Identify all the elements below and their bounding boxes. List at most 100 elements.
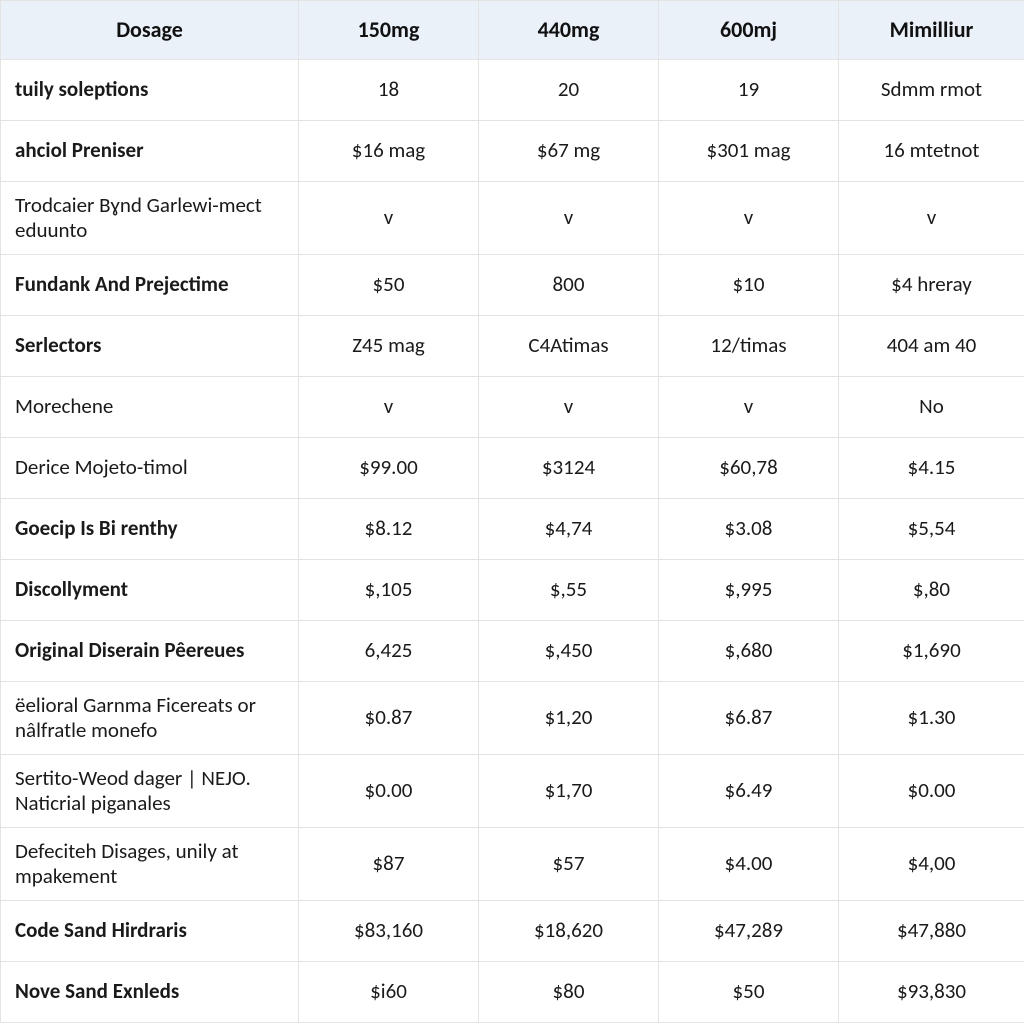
table-cell: $,55 [479,560,659,621]
table-cell: $1,70 [479,755,659,828]
check-icon: v [384,207,394,228]
table-body: tuily soleptions182019Sdmm rmotahciol Pr… [1,60,1024,1023]
table-cell: $80 [479,962,659,1023]
dosage-comparison-table: Dosage 150mg 440mg 600mj Mimilliur tuily… [0,0,1024,1023]
check-icon: v [744,396,754,417]
table-cell: Z45 mag [299,316,479,377]
table-cell: $0.00 [839,755,1024,828]
table-cell: $60,78 [659,438,839,499]
row-label: tuily soleptions [1,60,299,121]
check-icon: v [564,207,574,228]
table-row: ëelioral Garnma Ficereats ornâlfratle mo… [1,682,1024,755]
table-cell: Sdmm rmot [839,60,1024,121]
table-cell: $,995 [659,560,839,621]
row-label: Original Diserain Pêereues [1,621,299,682]
table-cell: 20 [479,60,659,121]
table-cell: 19 [659,60,839,121]
row-label: Goecip Is Bi renthy [1,499,299,560]
row-label: Derice Mojeto-timol [1,438,299,499]
col-header-440mg: 440mg [479,1,659,60]
table-cell: v [659,182,839,255]
table-cell: $3.08 [659,499,839,560]
table-row: Code Sand Hirdraris$83,160$18,620$47,289… [1,901,1024,962]
table-cell: v [659,377,839,438]
table-cell: v [479,182,659,255]
table-cell: $47,289 [659,901,839,962]
table-cell: $10 [659,255,839,316]
col-header-600mj: 600mj [659,1,839,60]
table-cell: $47,880 [839,901,1024,962]
table-cell: $18,620 [479,901,659,962]
table-cell: $99.00 [299,438,479,499]
col-header-mimilliur: Mimilliur [839,1,1024,60]
table-cell: 18 [299,60,479,121]
table-cell: $4.00 [659,828,839,901]
table-cell: $1,690 [839,621,1024,682]
table-cell: 16 mtetnot [839,121,1024,182]
table-cell: $50 [659,962,839,1023]
row-label: Discollyment [1,560,299,621]
table-cell: $5,54 [839,499,1024,560]
row-label: ahciol Preniser [1,121,299,182]
row-label: Sertito-Weod dager | NEJO.Naticrial piga… [1,755,299,828]
table-cell: $8.12 [299,499,479,560]
table-cell: 6,425 [299,621,479,682]
table-cell: v [299,182,479,255]
table-cell: 404 am 40 [839,316,1024,377]
row-label: Nove Sand Exnleds [1,962,299,1023]
check-icon: v [927,207,937,228]
table-cell: $,680 [659,621,839,682]
table-row: Original Diserain Pêereues6,425$,450$,68… [1,621,1024,682]
check-icon: v [744,207,754,228]
row-label: Code Sand Hirdraris [1,901,299,962]
row-label: Fundank And Prejectime [1,255,299,316]
table-cell: $1,20 [479,682,659,755]
table-cell: C4Atimas [479,316,659,377]
table-cell: No [839,377,1024,438]
table-cell: $0.00 [299,755,479,828]
table-row: Goecip Is Bi renthy$8.12$4,74$3.08$5,54 [1,499,1024,560]
table-cell: $6.49 [659,755,839,828]
table-cell: $87 [299,828,479,901]
col-header-dosage: Dosage [1,1,299,60]
table-row: SerlectorsZ45 magC4Atimas12/timas404 am … [1,316,1024,377]
table-cell: 12/timas [659,316,839,377]
table-cell: $,80 [839,560,1024,621]
table-row: MorechenevvvNo [1,377,1024,438]
table-row: Fundank And Prejectime$50800$10$4 hreray [1,255,1024,316]
table-cell: $4.15 [839,438,1024,499]
table-row: Derice Mojeto-timol$99.00$3124$60,78$4.1… [1,438,1024,499]
table-cell: $301 mag [659,121,839,182]
check-icon: v [564,396,574,417]
row-label: Trodcaier Bɣnd Garlewi-mecteduunto [1,182,299,255]
table-cell: $6.87 [659,682,839,755]
dosage-comparison-table-wrap: Dosage 150mg 440mg 600mj Mimilliur tuily… [0,0,1024,1023]
table-cell: $3124 [479,438,659,499]
table-row: Trodcaier Bɣnd Garlewi-mecteduunto v v v v [1,182,1024,255]
table-cell: $,105 [299,560,479,621]
table-header-row: Dosage 150mg 440mg 600mj Mimilliur [1,1,1024,60]
table-cell: $50 [299,255,479,316]
row-label: ëelioral Garnma Ficereats ornâlfratle mo… [1,682,299,755]
table-row: Sertito-Weod dager | NEJO.Naticrial piga… [1,755,1024,828]
table-cell: $4,74 [479,499,659,560]
table-cell: v [299,377,479,438]
table-cell: 800 [479,255,659,316]
table-cell: $57 [479,828,659,901]
table-row: Defeciteh Disages, unily atmpakement$87$… [1,828,1024,901]
table-cell: $83,160 [299,901,479,962]
table-row: Nove Sand Exnleds$i60$80$50$93,830 [1,962,1024,1023]
check-icon: v [384,396,394,417]
table-cell: $1.30 [839,682,1024,755]
table-cell: $4,00 [839,828,1024,901]
row-label: Serlectors [1,316,299,377]
col-header-150mg: 150mg [299,1,479,60]
row-label: Defeciteh Disages, unily atmpakement [1,828,299,901]
table-cell: $0.87 [299,682,479,755]
table-cell: $,450 [479,621,659,682]
table-cell: $67 mg [479,121,659,182]
table-cell: v [839,182,1024,255]
table-cell: $93,830 [839,962,1024,1023]
table-cell: $i60 [299,962,479,1023]
table-row: tuily soleptions182019Sdmm rmot [1,60,1024,121]
